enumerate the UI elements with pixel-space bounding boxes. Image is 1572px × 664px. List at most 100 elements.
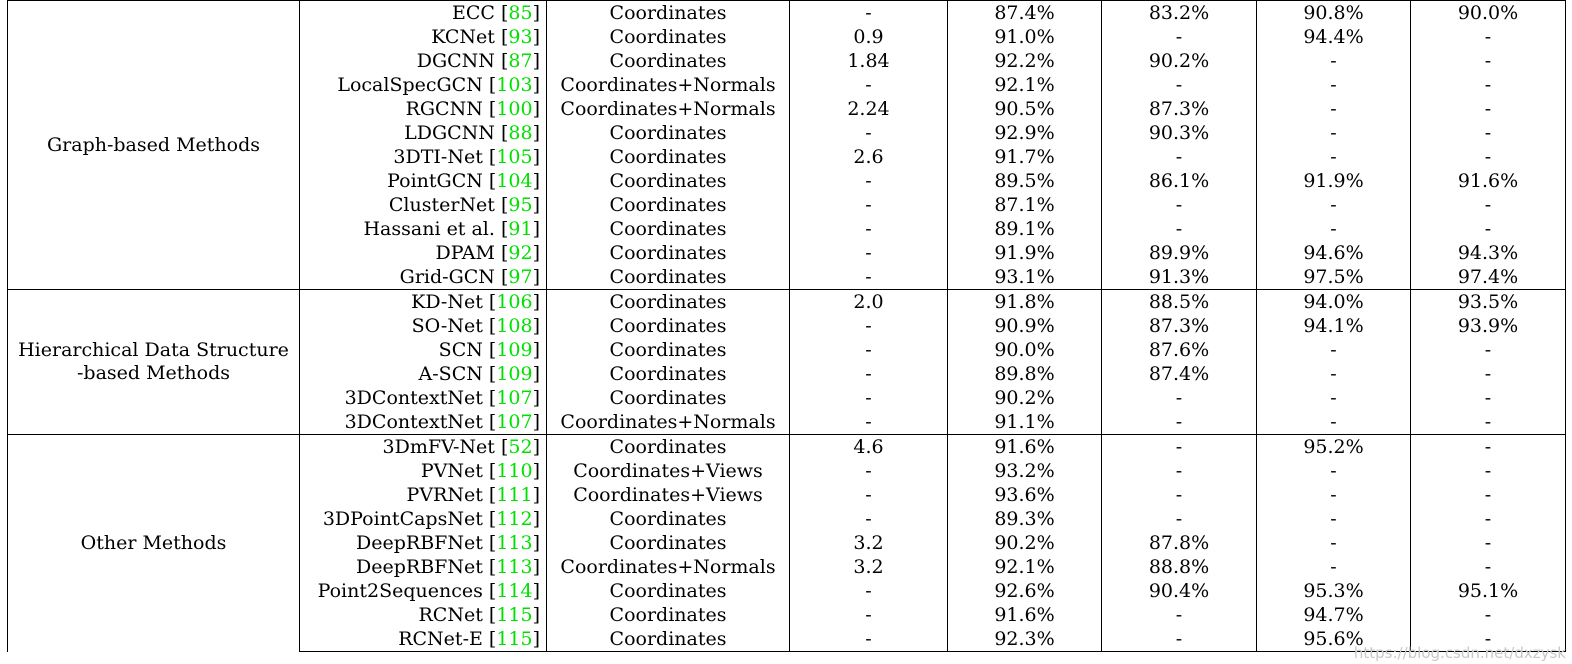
oa-mn10-cell: 95.2% xyxy=(1256,434,1411,459)
input-cell: Coordinates xyxy=(546,289,790,314)
reference-link[interactable]: 107 xyxy=(496,387,533,409)
table-row: DeepRBFNet [113] Coordinates 3.2 90.2% 87.8%… xyxy=(8,531,1566,555)
oa-mn10-cell: - xyxy=(1256,338,1411,362)
macc-mn10-cell: - xyxy=(1410,555,1566,579)
table-row: PVNet [110] Coordinates+Views -93.2% - - - xyxy=(8,459,1566,483)
macc-mn40-cell: 90.4% xyxy=(1101,579,1257,603)
params-cell: - xyxy=(789,483,948,507)
reference-link[interactable]: 52 xyxy=(508,436,533,458)
reference-link[interactable]: 91 xyxy=(508,218,533,240)
method-name: ECC xyxy=(451,2,495,24)
reference-link[interactable]: 104 xyxy=(496,170,533,192)
method-cell: 3DPointCapsNet [112] xyxy=(299,507,547,531)
reference-link[interactable]: 114 xyxy=(496,580,533,602)
macc-mn10-cell: 97.4% xyxy=(1410,265,1566,290)
method-cell: RCNet-E [115] xyxy=(299,627,547,652)
reference-link[interactable]: 113 xyxy=(496,532,533,554)
oa-mn10-cell: - xyxy=(1256,362,1411,386)
reference-link[interactable]: 100 xyxy=(496,98,533,120)
method-name: 3DmFV-Net xyxy=(382,436,495,458)
macc-mn40-cell: 87.6% xyxy=(1101,338,1257,362)
macc-mn40-cell: - xyxy=(1101,25,1257,49)
macc-mn10-cell: 91.6% xyxy=(1410,169,1566,193)
macc-mn40-cell: 89.9% xyxy=(1101,241,1257,265)
reference-link[interactable]: 113 xyxy=(496,556,533,578)
method-cell: SO-Net [108] xyxy=(299,314,547,338)
reference-link[interactable]: 110 xyxy=(496,460,533,482)
oa-mn10-cell: - xyxy=(1256,507,1411,531)
reference-link[interactable]: 115 xyxy=(496,628,533,650)
input-cell: Coordinates xyxy=(546,362,790,386)
table-row: PointGCN [104] Coordinates -89.5% 86.1% 91.9… xyxy=(8,169,1566,193)
group-label: Other Methods xyxy=(7,434,300,652)
reference-link[interactable]: 88 xyxy=(508,122,533,144)
method-cell: KCNet [93] xyxy=(299,25,547,49)
oa-mn10-cell: 90.8% xyxy=(1256,0,1411,25)
macc-mn10-cell: 93.9% xyxy=(1410,314,1566,338)
reference-link[interactable]: 111 xyxy=(496,484,533,506)
params-cell: - xyxy=(789,338,948,362)
table-row: Other Methods 3DmFV-Net [52] Coordinates 4.… xyxy=(7,434,1566,652)
reference-link[interactable]: 97 xyxy=(508,266,533,288)
reference-link[interactable]: 105 xyxy=(496,146,533,168)
reference-link[interactable]: 112 xyxy=(496,508,533,530)
reference-link[interactable]: 93 xyxy=(508,26,533,48)
method-cell: ECC [85] xyxy=(299,0,547,25)
reference-link[interactable]: 109 xyxy=(496,363,533,385)
results-table: Graph-based Methods ECC [85] Coordinates -8… xyxy=(7,0,1566,652)
reference-link[interactable]: 95 xyxy=(508,194,533,216)
reference-link[interactable]: 107 xyxy=(496,411,533,433)
macc-mn10-cell: 93.5% xyxy=(1410,289,1566,314)
method-name: DGCNN xyxy=(416,50,495,72)
oa-mn10-cell: - xyxy=(1256,531,1411,555)
oa-mn10-cell: 97.5% xyxy=(1256,265,1411,290)
reference-link[interactable]: 109 xyxy=(496,339,533,361)
oa-mn10-cell: - xyxy=(1256,217,1411,241)
method-name: DPAM xyxy=(435,242,495,264)
reference-link[interactable]: 103 xyxy=(496,74,533,96)
reference-link[interactable]: 92 xyxy=(508,242,533,264)
macc-mn10-cell: - xyxy=(1410,603,1566,627)
reference-link[interactable]: 115 xyxy=(496,604,533,626)
macc-mn40-cell: - xyxy=(1101,386,1257,410)
macc-mn10-cell: - xyxy=(1410,434,1566,459)
macc-mn10-cell: - xyxy=(1410,386,1566,410)
group-label: Graph-based Methods xyxy=(7,0,300,290)
method-cell: PointGCN [104] xyxy=(299,169,547,193)
params-cell: - xyxy=(789,314,948,338)
table-row: DGCNN [87] Coordinates 1.84 92.2% 90.2% - - xyxy=(8,49,1566,73)
oa-mn40-cell: 93.1% xyxy=(947,265,1102,290)
reference-link[interactable]: 85 xyxy=(508,2,533,24)
params-cell: 0.9 xyxy=(789,25,948,49)
params-cell: - xyxy=(789,579,948,603)
method-cell: 3DTI-Net [105] xyxy=(299,145,547,169)
method-name: A-SCN xyxy=(418,363,483,385)
table-row: A-SCN [109] Coordinates -89.8% 87.4% - - xyxy=(8,362,1566,386)
macc-mn10-cell: - xyxy=(1410,121,1566,145)
macc-mn10-cell: - xyxy=(1410,25,1566,49)
oa-mn40-cell: 91.0% xyxy=(947,25,1102,49)
params-cell: - xyxy=(789,603,948,627)
oa-mn40-cell: 90.5% xyxy=(947,97,1102,121)
reference-link[interactable]: 108 xyxy=(496,315,533,337)
reference-link[interactable]: 87 xyxy=(508,50,533,72)
oa-mn40-cell: 92.6% xyxy=(947,579,1102,603)
macc-mn10-cell: - xyxy=(1410,49,1566,73)
macc-mn10-cell: 95.1% xyxy=(1410,579,1566,603)
params-cell: - xyxy=(789,73,948,97)
input-cell: Coordinates+Normals xyxy=(546,410,790,435)
oa-mn10-cell: 94.1% xyxy=(1256,314,1411,338)
oa-mn10-cell: - xyxy=(1256,483,1411,507)
macc-mn40-cell: 88.5% xyxy=(1101,289,1257,314)
oa-mn40-cell: 89.5% xyxy=(947,169,1102,193)
reference-link[interactable]: 106 xyxy=(496,291,533,313)
macc-mn10-cell: - xyxy=(1410,97,1566,121)
method-cell: 3DContextNet [107] xyxy=(299,386,547,410)
input-cell: Coordinates xyxy=(546,507,790,531)
params-cell: - xyxy=(789,386,948,410)
macc-mn40-cell: - xyxy=(1101,483,1257,507)
table-row: KCNet [93] Coordinates 0.9 91.0% -94.4% - xyxy=(8,25,1566,49)
method-name: SO-Net xyxy=(411,315,483,337)
method-name: DeepRBFNet xyxy=(356,532,483,554)
oa-mn40-cell: 91.7% xyxy=(947,145,1102,169)
